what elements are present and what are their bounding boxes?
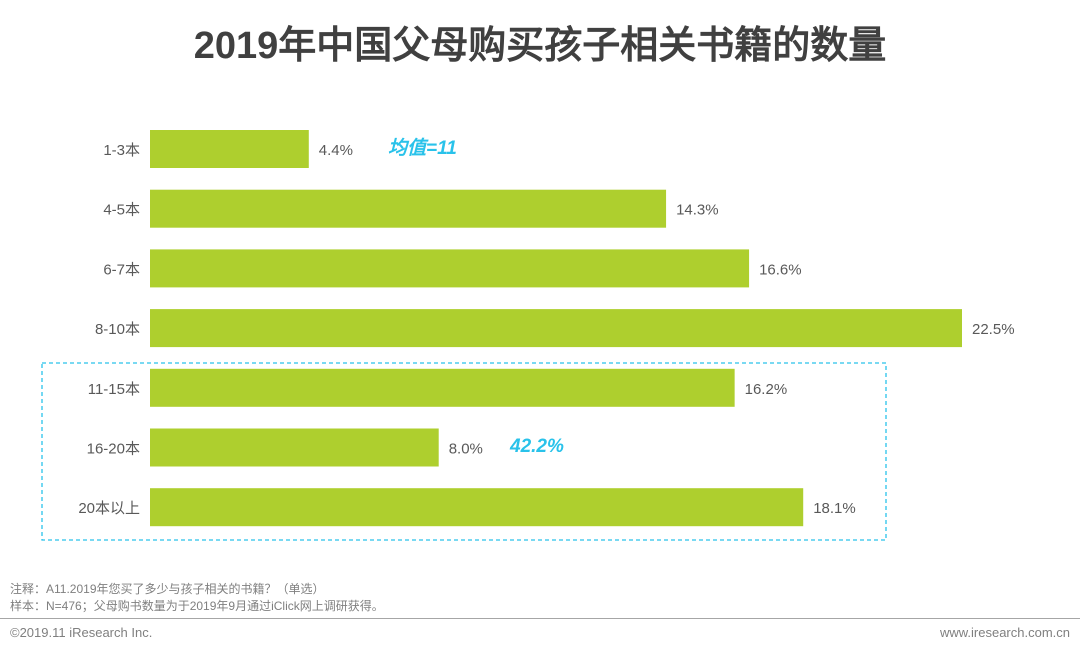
data-label: 14.3% <box>676 202 719 219</box>
website: www.iresearch.com.cn <box>939 625 1070 640</box>
sample-note: 样本：N=476；父母购书数量为于2019年9月通过iClick网上调研获得。 <box>10 599 384 613</box>
mean-annotation: 均值=11 <box>388 137 457 159</box>
bar <box>150 130 309 168</box>
category-label: 20本以上 <box>78 500 140 517</box>
data-label: 18.1% <box>813 500 856 517</box>
category-label: 4-5本 <box>103 202 140 219</box>
data-label: 16.2% <box>745 381 788 398</box>
bar <box>150 189 667 228</box>
data-label: 8.0% <box>449 441 483 458</box>
copyright: ©2019.11 iResearch Inc. <box>10 625 153 640</box>
category-label: 8-10本 <box>95 321 140 338</box>
chart-title: 2019年中国父母购买孩子相关书籍的数量 <box>193 25 887 67</box>
bar <box>150 488 804 527</box>
highlight-box <box>41 362 887 541</box>
data-label: 22.5% <box>972 321 1015 338</box>
category-label: 6-7本 <box>103 261 140 278</box>
highlight-total-annotation: 42.2% <box>509 436 564 457</box>
category-label: 11-15本 <box>88 381 140 398</box>
chart-note: 注释：A11.2019年您买了多少与孩子相关的书籍？（单选） <box>10 582 325 596</box>
data-label: 16.6% <box>759 261 802 278</box>
category-label: 1-3本 <box>103 142 140 159</box>
bar <box>150 309 962 348</box>
bar <box>150 249 750 288</box>
bar <box>150 428 439 467</box>
data-label: 4.4% <box>319 142 353 159</box>
footer-divider <box>0 618 1080 619</box>
bar <box>150 368 735 407</box>
category-label: 16-20本 <box>87 441 140 458</box>
